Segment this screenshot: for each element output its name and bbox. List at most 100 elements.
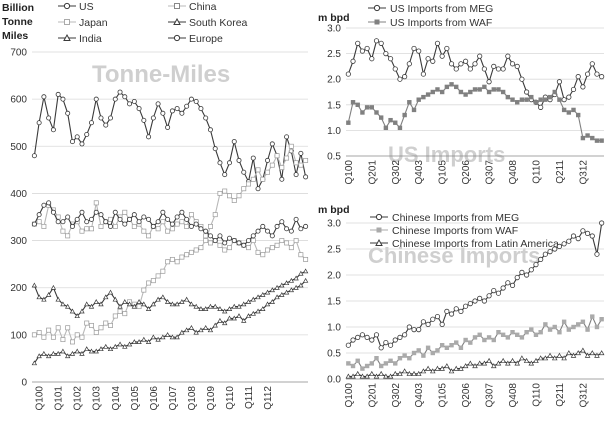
data-point-us-imports-from-waf [510,97,515,102]
data-point-japan [141,228,147,234]
data-point-europe [88,216,94,222]
data-point-chinese-imports-from-latin-america [594,352,600,358]
data-point-china [41,334,47,340]
data-point-south-korea [45,353,52,359]
data-point-us-imports-from-waf [505,94,511,100]
data-point-chinese-imports-from-latin-america [444,363,450,369]
x-tick-label: Q108 [187,386,198,411]
data-point-india [255,294,261,300]
x-tick-label: Q104 [111,386,122,411]
data-point-us-imports-from-meg [505,53,511,59]
data-point-chinese-imports-from-latin-america [514,360,521,366]
data-point-china [279,165,285,170]
data-point-us [188,96,194,102]
data-point-us [236,157,242,163]
data-point-japan [203,233,209,239]
data-point-chinese-imports-from-latin-america [500,357,506,363]
data-point-us [284,134,290,140]
data-point-us-imports-from-meg [580,84,586,90]
legend-label-cn-waf: Chinese Imports from WAF [392,225,518,237]
data-point-china [260,176,266,182]
data-point-india [98,301,104,307]
data-point-europe [165,216,171,222]
data-point-india [217,306,223,311]
data-point-chinese-imports-from-waf [454,340,459,345]
data-point-india [236,303,242,309]
data-point-chinese-imports-from-waf [566,327,572,332]
data-point-china [146,280,152,286]
x-tick-label: Q105 [438,383,449,408]
data-point-china [222,188,228,194]
data-point-china [265,169,271,175]
data-point-south-korea [50,350,57,356]
data-point-us [174,106,180,112]
data-point-chinese-imports-from-meg [406,324,412,330]
data-point-us-imports-from-waf [458,89,464,95]
data-point-india [112,296,118,302]
data-point-chinese-imports-from-latin-america [519,355,525,361]
x-tick-label: Q105 [438,160,449,185]
data-point-chinese-imports-from-waf [407,356,412,361]
data-point-us-imports-from-waf [580,135,586,141]
data-point-us [169,108,175,114]
data-point-china [241,186,247,192]
y-tick-label: 3.0 [327,24,341,35]
data-point-japan [269,245,275,251]
data-point-us-imports-from-meg [364,45,370,52]
data-point-chinese-imports-from-waf [486,335,492,340]
data-point-europe [50,209,56,215]
data-point-india [117,303,123,309]
data-point-chinese-imports-from-latin-america [462,363,469,369]
data-point-chinese-imports-from-meg [599,220,605,226]
data-point-chinese-imports-from-meg [463,303,469,309]
data-point-europe [41,202,47,208]
data-point-us-imports-from-waf [454,84,459,90]
series-japan [31,200,309,262]
legend-marker-europe [173,34,181,42]
data-point-south-korea [274,294,280,300]
data-point-chinese-imports-from-waf [557,330,562,335]
data-point-chinese-imports-from-meg [519,269,525,275]
data-point-south-korea [231,315,237,321]
data-point-chinese-imports-from-latin-america [458,365,464,371]
us-imports-legend: US Imports from MEG US Imports from WAF [368,3,493,29]
data-point-us [279,176,285,182]
data-point-us-imports-from-waf [576,112,581,118]
data-point-south-korea [250,310,256,316]
data-point-chinese-imports-from-latin-america [369,370,375,376]
data-point-chinese-imports-from-latin-america [383,373,389,379]
legend-marker-us-waf [374,19,380,25]
data-point-us-imports-from-waf [500,89,506,95]
data-point-chinese-imports-from-latin-america [354,370,361,376]
data-point-chinese-imports-from-latin-america [566,350,572,356]
data-point-europe [269,233,275,239]
data-point-us-imports-from-meg [425,56,431,62]
data-point-chinese-imports-from-meg [556,243,563,249]
data-point-chinese-imports-from-latin-america [359,373,366,379]
data-point-japan [288,245,294,251]
data-point-china [274,153,280,159]
data-point-us [165,124,171,130]
data-point-us-imports-from-waf [482,84,487,90]
data-point-chinese-imports-from-waf [482,337,487,343]
data-point-us-imports-from-waf [444,84,450,90]
data-point-india [160,294,166,300]
data-point-europe [112,209,118,215]
data-point-us-imports-from-meg [373,38,380,44]
y-tick-label: 200 [10,283,27,294]
legend-label-india: India [79,33,102,45]
x-tick-label: Q307 [485,383,496,408]
data-point-chinese-imports-from-waf [524,330,529,335]
data-point-south-korea [198,327,204,333]
data-point-chinese-imports-from-meg [538,256,544,262]
data-point-us-imports-from-meg [556,79,563,85]
data-point-chinese-imports-from-waf [500,332,506,337]
data-point-us [74,134,80,140]
data-point-us [298,150,304,156]
data-point-chinese-imports-from-meg [514,274,520,281]
data-point-india [207,303,214,309]
data-point-us-imports-from-waf [486,89,492,95]
data-point-china [198,245,204,251]
data-point-us-imports-from-waf [524,97,529,102]
data-point-chinese-imports-from-waf [435,348,440,353]
